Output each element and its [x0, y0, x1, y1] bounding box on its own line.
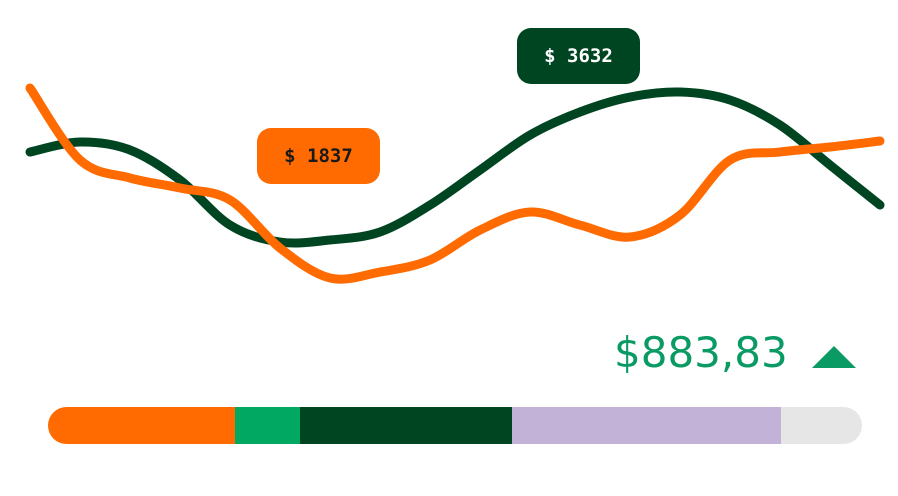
bar-segment	[780, 407, 862, 444]
bar-segment	[235, 407, 301, 444]
callout: $ 1837	[257, 128, 380, 184]
bar-segment	[48, 407, 236, 444]
total-value: $883,83	[614, 328, 788, 377]
line-chart	[25, 83, 885, 284]
progress-bar	[48, 407, 862, 444]
line	[25, 87, 885, 248]
bar-segment	[300, 407, 512, 444]
line	[25, 83, 885, 284]
trend-up-icon	[812, 346, 856, 368]
callout: $ 3632	[517, 28, 640, 84]
bar-segment	[511, 407, 781, 444]
